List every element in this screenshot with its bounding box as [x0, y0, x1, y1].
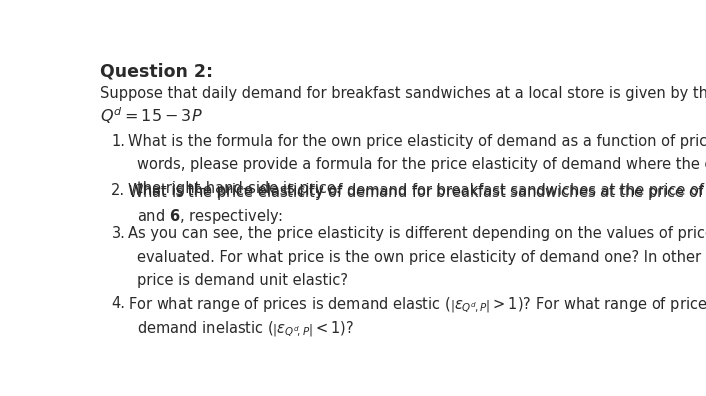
Text: What is the price elasticity of demand for breakfast sandwiches at the price of: What is the price elasticity of demand f… — [128, 183, 706, 198]
Text: For what range of prices is demand elastic $\left(\left|\varepsilon_{Q^d\!,P}\ri: For what range of prices is demand elast… — [128, 296, 706, 315]
Text: Suppose that daily demand for breakfast sandwiches at a local store is given by : Suppose that daily demand for breakfast … — [100, 86, 706, 101]
Text: the right-hand-side is price.: the right-hand-side is price. — [138, 181, 341, 196]
Text: What is the price elasticity of demand for breakfast sandwiches at the price of : What is the price elasticity of demand f… — [128, 183, 706, 202]
Text: 4.: 4. — [112, 296, 126, 311]
Text: What is the formula for the own price elasticity of demand as a function of pric: What is the formula for the own price el… — [128, 133, 706, 148]
Text: evaluated. For what price is the own price elasticity of demand one? In other wo: evaluated. For what price is the own pri… — [138, 250, 706, 265]
Text: Question 2:: Question 2: — [100, 62, 213, 80]
Text: 2.: 2. — [112, 183, 126, 198]
Text: $Q^d = 15 - 3P$: $Q^d = 15 - 3P$ — [100, 105, 203, 126]
Text: words, please provide a formula for the price elasticity of demand where the onl: words, please provide a formula for the … — [138, 157, 706, 172]
Text: 1.: 1. — [112, 133, 126, 148]
Text: and $\mathbf{6}$, respectively:: and $\mathbf{6}$, respectively: — [138, 207, 284, 226]
Text: price is demand unit elastic?: price is demand unit elastic? — [138, 274, 349, 288]
Text: 3.: 3. — [112, 226, 126, 241]
Text: demand inelastic $\left(\left|\varepsilon_{Q^d\!,P}\right|<1\right)$?: demand inelastic $\left(\left|\varepsilo… — [138, 320, 355, 339]
Text: As you can see, the price elasticity is different depending on the values of pri: As you can see, the price elasticity is … — [128, 226, 706, 241]
